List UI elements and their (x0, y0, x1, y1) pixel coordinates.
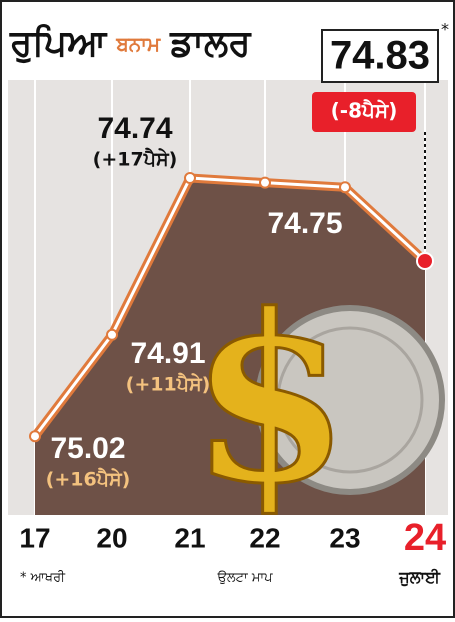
chart-title: ਰੁਪਿਆ ਬਨਾਮ ਡਾਲਰ (9, 23, 252, 64)
change-label: (+16ਪੈਸੇ) (46, 467, 131, 491)
coin-inner (276, 326, 424, 474)
change-label: (+17ਪੈਸੇ) (93, 147, 178, 171)
title-part: ਬਨਾਮ (115, 32, 161, 56)
title-part: ਡਾਲਰ (169, 23, 252, 64)
x-tick-label: 22 (249, 522, 280, 553)
line-highlight (33, 176, 427, 438)
point (339, 181, 351, 194)
point (106, 328, 118, 341)
value-label: 74.91 (130, 337, 205, 370)
note: ਉਲਟਾ ਮਾਪ (216, 571, 273, 586)
point (259, 176, 271, 189)
point (29, 430, 41, 443)
note: * ਆਖਰੀ (20, 571, 66, 586)
latest-box (321, 29, 439, 83)
value-label: 74.74 (97, 112, 172, 145)
star: * (441, 20, 449, 39)
point (184, 172, 196, 184)
value-label: 74.83 (330, 34, 430, 78)
value-label: 74.75 (267, 207, 342, 240)
x-tick-label: 17 (19, 522, 50, 553)
dollar-sign: $ (190, 265, 350, 535)
plot: $ (29, 80, 445, 536)
title-part: ਰੁਪਿਆ (9, 23, 108, 64)
x-tick-label: 24 (404, 517, 446, 559)
change-label: (+11ਪੈਸੇ) (126, 372, 211, 396)
x-tick-label: 20 (96, 522, 127, 553)
value-label: 75.02 (50, 432, 125, 465)
coin (255, 305, 445, 495)
change-box (312, 92, 416, 132)
x-tick-label: 23 (329, 522, 360, 553)
x-tick-label: 21 (174, 522, 205, 553)
point (416, 252, 434, 270)
x-axis-label: ਜੁਲਾਈ (398, 568, 441, 587)
change-label: (-8ਪੈਸੇ) (331, 98, 398, 123)
